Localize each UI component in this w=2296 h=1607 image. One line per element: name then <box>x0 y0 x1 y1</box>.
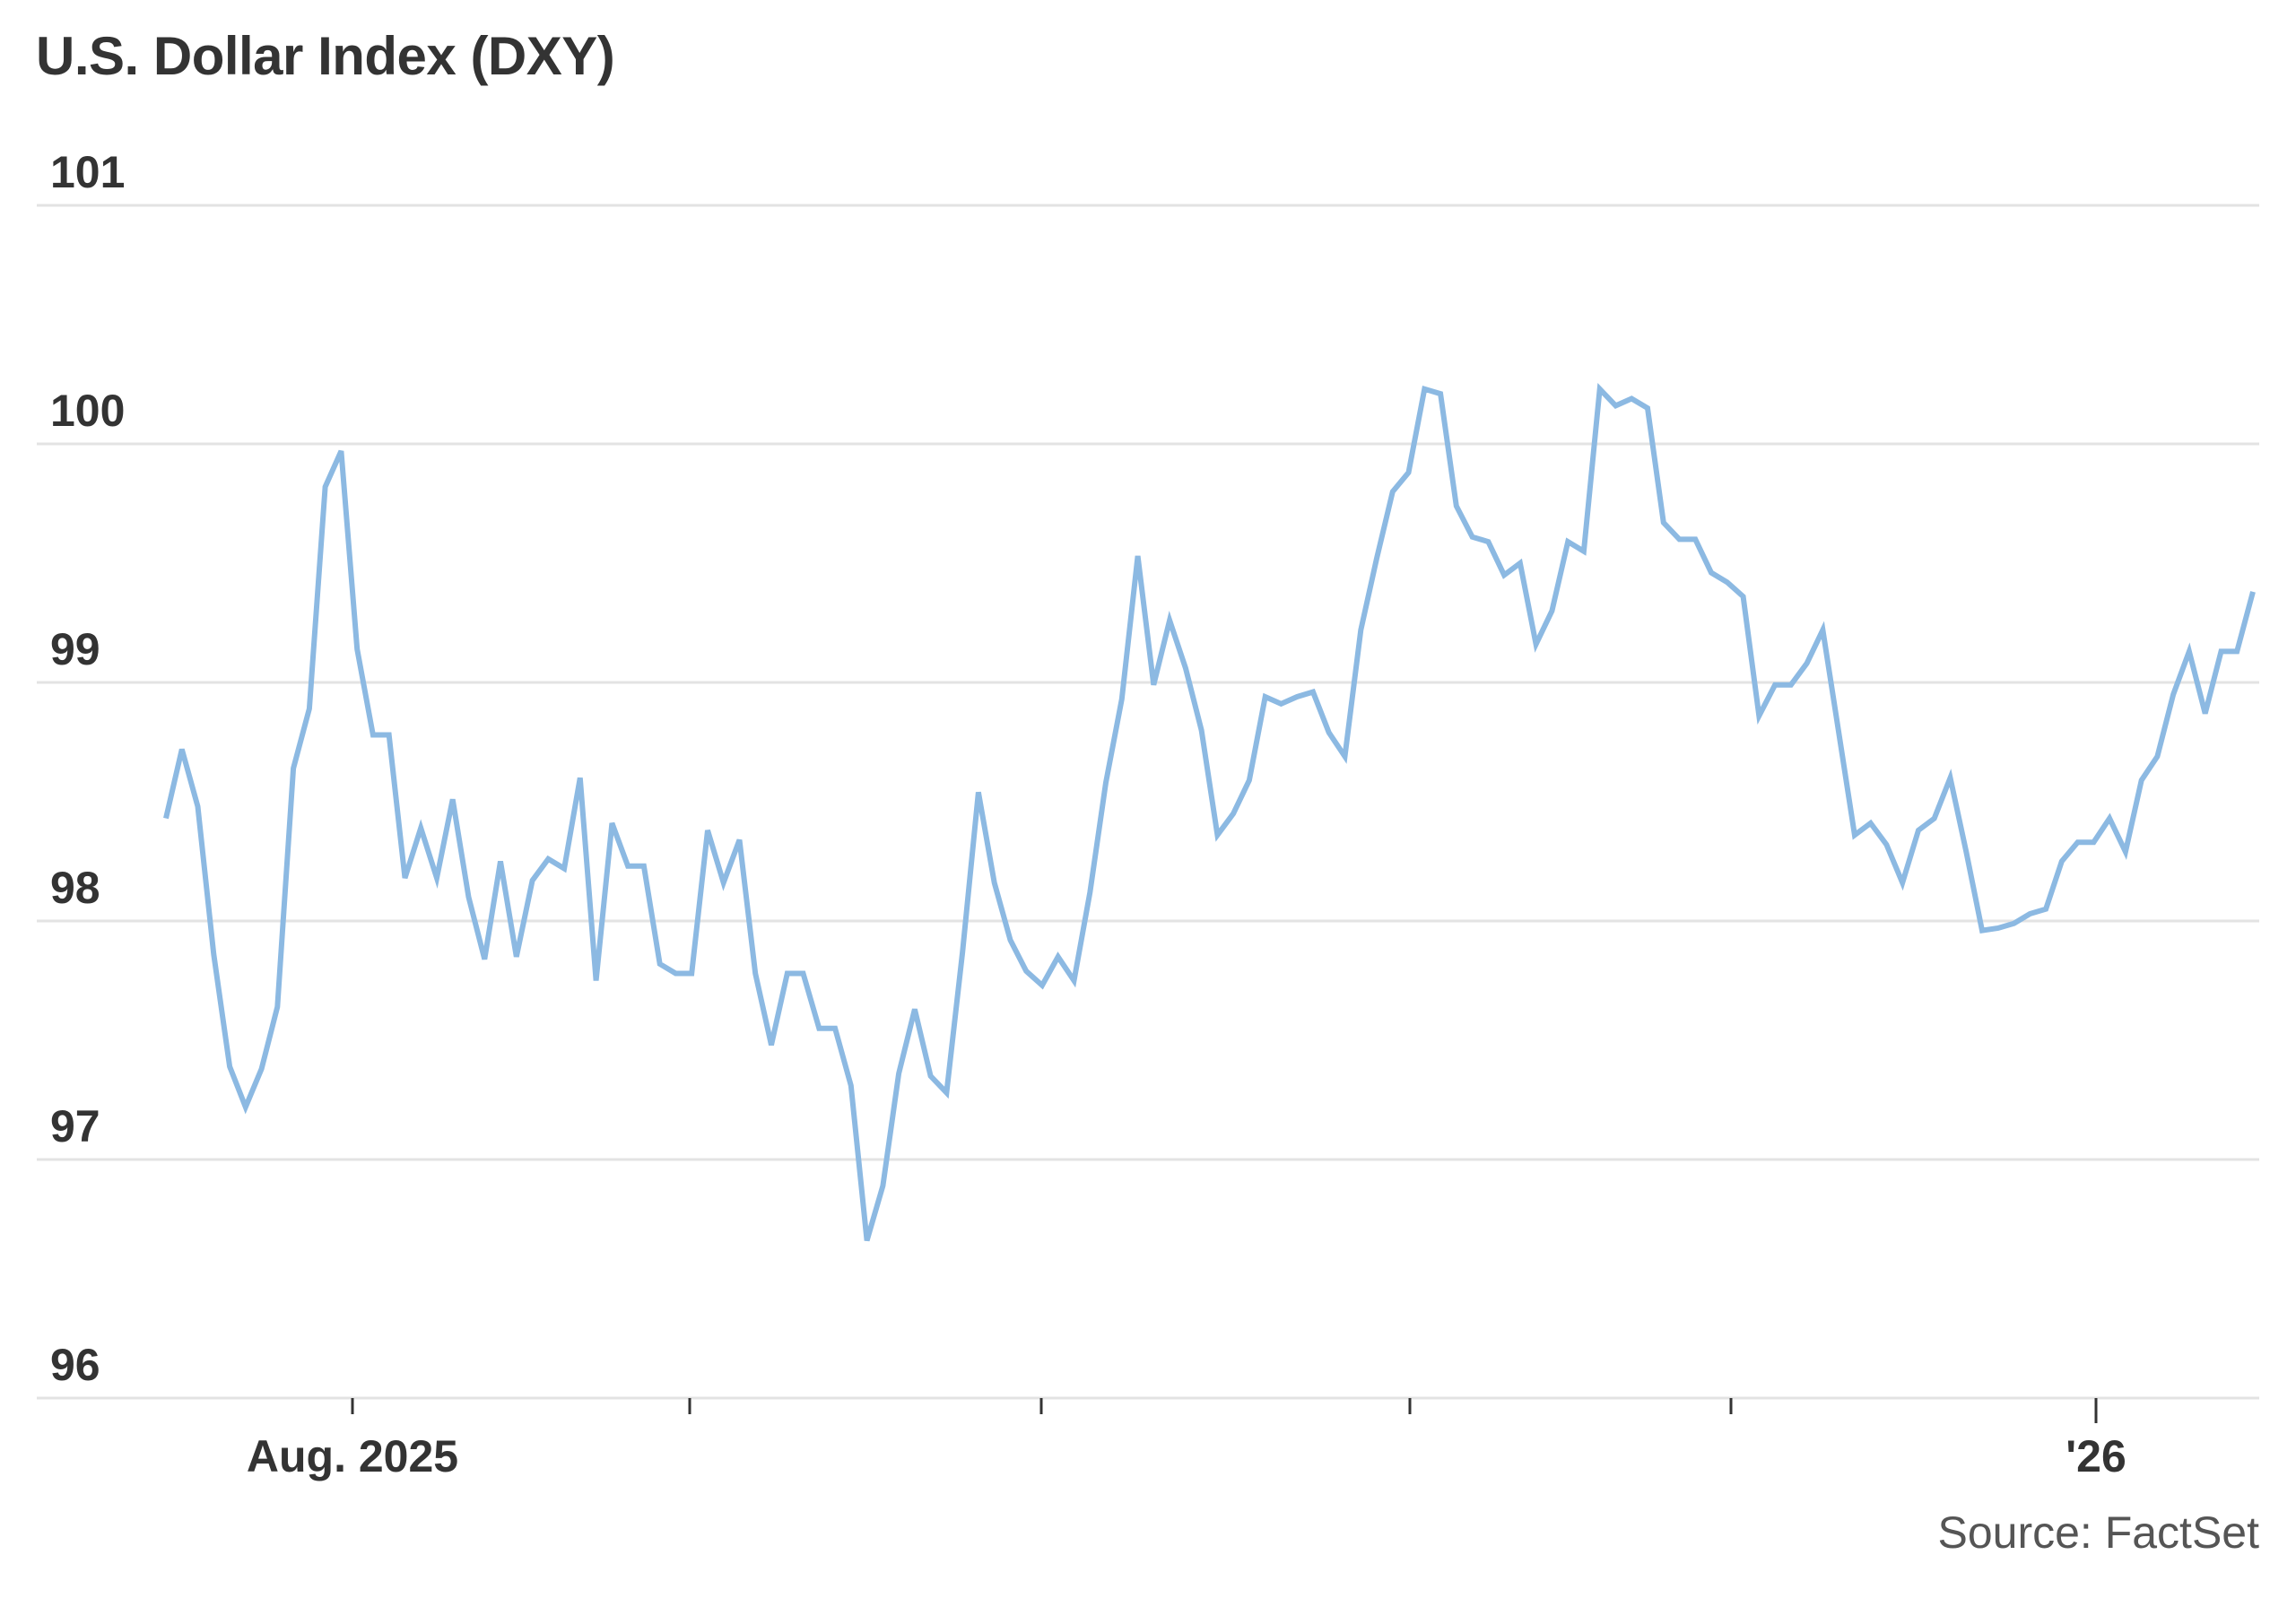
y-tick-label: 100 <box>50 386 126 436</box>
dxy-series-line <box>163 383 2256 1242</box>
gridlines <box>37 204 2259 1400</box>
x-tick-label: '26 <box>2066 1431 2126 1481</box>
y-tick-label: 101 <box>50 147 126 197</box>
y-tick-label: 99 <box>50 624 100 674</box>
y-tick-label: 97 <box>50 1101 100 1151</box>
x-tick-label: Aug. 2025 <box>246 1431 459 1481</box>
source-note: Source: FactSet <box>1937 1507 2260 1558</box>
chart-title: U.S. Dollar Index (DXY) <box>36 26 615 86</box>
y-tick-label: 98 <box>50 863 100 913</box>
y-tick-label: 96 <box>50 1340 100 1390</box>
x-axis-ticks <box>351 1398 2098 1423</box>
